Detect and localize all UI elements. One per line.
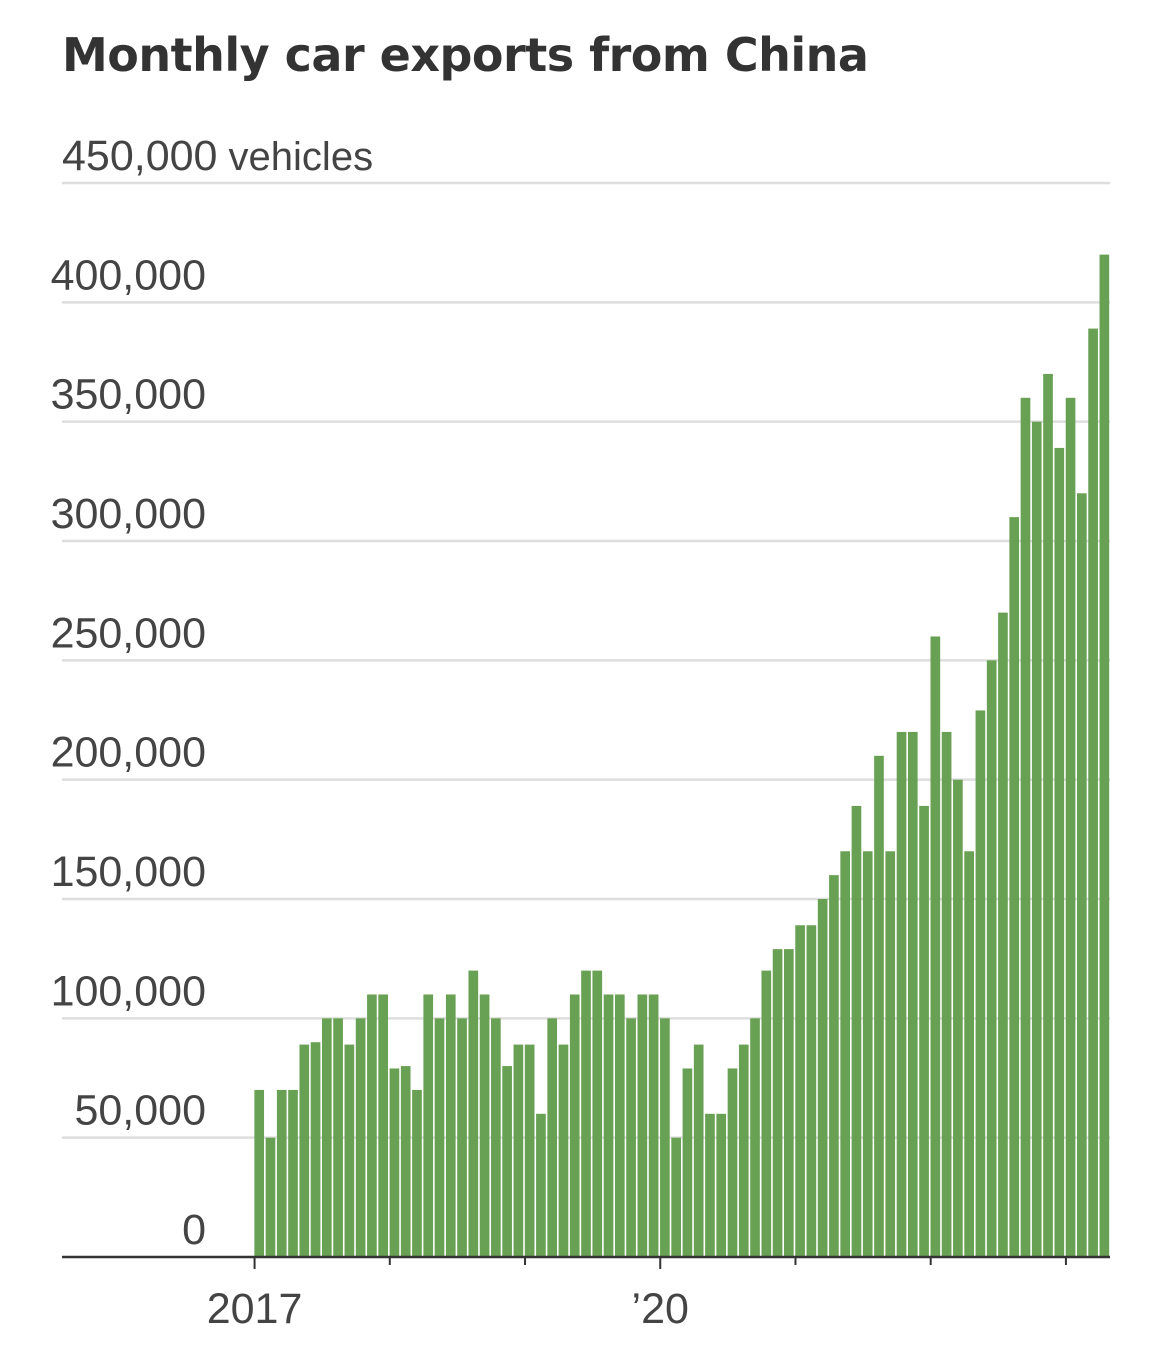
bar-12 (389, 1068, 400, 1257)
bar-56 (885, 851, 896, 1257)
bar-21 (491, 1018, 501, 1257)
bar-74 (1088, 328, 1098, 1258)
bar-39 (693, 1044, 704, 1257)
bar-10 (367, 994, 377, 1257)
bar-8 (344, 1044, 355, 1257)
bar-37 (671, 1137, 681, 1257)
bar-6 (321, 1018, 332, 1257)
bar-64 (975, 710, 986, 1257)
y-tick-label-400000: 400,000 (51, 251, 206, 299)
bar-19 (468, 970, 479, 1257)
bar-16 (434, 1018, 445, 1257)
y-tick-label-300000: 300,000 (51, 490, 206, 538)
bar-62 (953, 779, 963, 1257)
bar-55 (874, 755, 884, 1257)
bar-72 (1065, 397, 1076, 1257)
y-tick-label-450000: 450,000 vehicles (62, 132, 373, 180)
bar-18 (457, 1018, 467, 1257)
bar-75 (1099, 254, 1110, 1258)
bar-60 (930, 636, 941, 1257)
bar-30 (592, 970, 603, 1257)
bar-29 (581, 970, 591, 1257)
bar-65 (986, 660, 997, 1257)
bar-32 (614, 994, 625, 1257)
bar-69 (1031, 421, 1042, 1257)
bar-1 (265, 1137, 276, 1257)
x-tick-label-36: ’20 (632, 1285, 689, 1333)
bar-63 (964, 851, 974, 1257)
bar-20 (479, 994, 490, 1257)
bar-26 (547, 1018, 558, 1257)
y-tick-label-150000: 150,000 (51, 848, 206, 896)
bar-38 (682, 1068, 693, 1257)
bar-36 (660, 1018, 670, 1257)
bar-67 (1009, 517, 1020, 1257)
bar-9 (355, 1018, 366, 1257)
bar-13 (400, 1066, 411, 1257)
bar-34 (637, 994, 648, 1257)
bar-41 (716, 1113, 727, 1257)
bar-48 (795, 925, 805, 1257)
bar-44 (750, 1018, 760, 1257)
bar-66 (998, 612, 1008, 1257)
bar-33 (626, 1018, 636, 1257)
bar-7 (333, 1018, 343, 1257)
bar-27 (558, 1044, 569, 1257)
bar-0 (254, 1089, 265, 1257)
bar-15 (423, 994, 434, 1257)
bar-2 (276, 1089, 287, 1257)
y-tick-label-50000: 50,000 (74, 1087, 206, 1135)
bar-51 (829, 875, 839, 1257)
bar-73 (1076, 493, 1087, 1257)
bar-3 (288, 1089, 298, 1257)
y-tick-label-0: 0 (182, 1206, 206, 1254)
bar-58 (907, 731, 918, 1257)
y-tick-label-350000: 350,000 (51, 371, 206, 419)
bar-11 (378, 994, 388, 1257)
bar-52 (840, 851, 851, 1257)
bar-40 (705, 1113, 715, 1257)
bars (254, 254, 1110, 1258)
bar-43 (738, 1044, 749, 1257)
bar-46 (772, 949, 783, 1257)
bar-68 (1020, 397, 1031, 1257)
bar-42 (727, 1068, 738, 1257)
y-tick-label-top: 450,000 (62, 132, 217, 180)
bar-35 (648, 994, 659, 1257)
bar-47 (784, 949, 794, 1257)
bar-5 (310, 1042, 321, 1257)
x-axis (62, 1255, 1110, 1269)
bar-24 (524, 1044, 535, 1257)
bar-57 (896, 731, 907, 1257)
bar-54 (862, 851, 873, 1257)
bar-22 (502, 1066, 512, 1257)
bar-28 (569, 994, 580, 1257)
x-tick-label-0: 2017 (207, 1285, 303, 1333)
bar-61 (941, 731, 952, 1257)
bar-50 (817, 899, 828, 1257)
bar-17 (445, 994, 456, 1257)
bar-23 (513, 1044, 524, 1257)
y-tick-label-250000: 250,000 (51, 609, 206, 657)
bar-14 (412, 1089, 422, 1257)
bar-31 (603, 994, 614, 1257)
axis-labels: 0 50,000 100,000 150,000 200,000 250,000 300,0… (51, 132, 689, 1333)
bar-71 (1054, 447, 1065, 1257)
y-unit-label: vehicles (217, 135, 373, 179)
chart-title: Monthly car exports from China (62, 28, 869, 82)
bar-45 (761, 970, 772, 1257)
bar-4 (299, 1044, 310, 1257)
bar-49 (806, 925, 817, 1257)
bar-70 (1043, 373, 1053, 1257)
bar-59 (919, 805, 929, 1257)
y-tick-label-200000: 200,000 (51, 729, 206, 777)
bar-53 (851, 805, 862, 1257)
y-tick-label-100000: 100,000 (51, 967, 206, 1015)
bar-25 (536, 1113, 546, 1257)
